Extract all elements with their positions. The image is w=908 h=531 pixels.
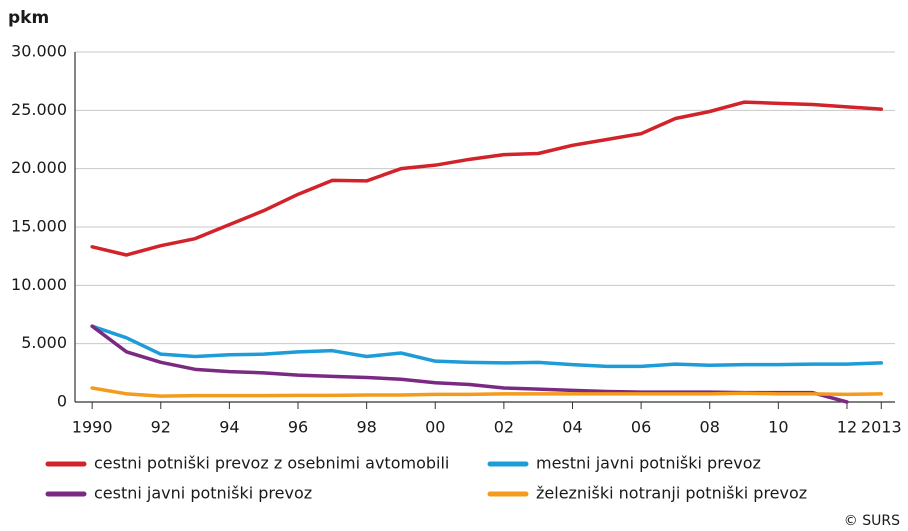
legend-label: mestni javni potniški prevoz — [536, 454, 761, 473]
y-axis-title: pkm — [8, 8, 49, 28]
x-tick-label: 06 — [631, 418, 651, 437]
y-tick-label: 30.000 — [11, 42, 67, 61]
y-tick-label: 25.000 — [11, 100, 67, 119]
x-tick-label: 98 — [356, 418, 376, 437]
x-tick-label: 04 — [562, 418, 582, 437]
y-tick-label: 0 — [57, 392, 67, 411]
x-tick-label: 94 — [219, 418, 239, 437]
x-tick-label: 2013 — [861, 418, 902, 437]
x-tick-label: 00 — [425, 418, 445, 437]
source: © SURS — [844, 513, 900, 529]
x-tick-label: 08 — [700, 418, 720, 437]
y-tick-label: 20.000 — [11, 158, 67, 177]
x-tick-label: 1990 — [72, 418, 113, 437]
series-line — [90, 324, 884, 369]
x-tick-label: 12 — [837, 418, 857, 437]
legend-label: cestni javni potniški prevoz — [94, 484, 312, 503]
x-tick-label: 92 — [151, 418, 171, 437]
y-tick-label: 15.000 — [11, 217, 67, 236]
x-tick-label: 02 — [494, 418, 514, 437]
series-line — [90, 100, 884, 257]
x-tick-label: 10 — [768, 418, 788, 437]
series-line — [90, 386, 884, 398]
legend-label: cestni potniški prevoz z osebnimi avtomo… — [94, 454, 449, 473]
y-tick-label: 5.000 — [21, 333, 67, 352]
legend-label: železniški notranji potniški prevoz — [536, 484, 807, 503]
y-tick-label: 10.000 — [11, 275, 67, 294]
x-tick-label: 96 — [288, 418, 308, 437]
